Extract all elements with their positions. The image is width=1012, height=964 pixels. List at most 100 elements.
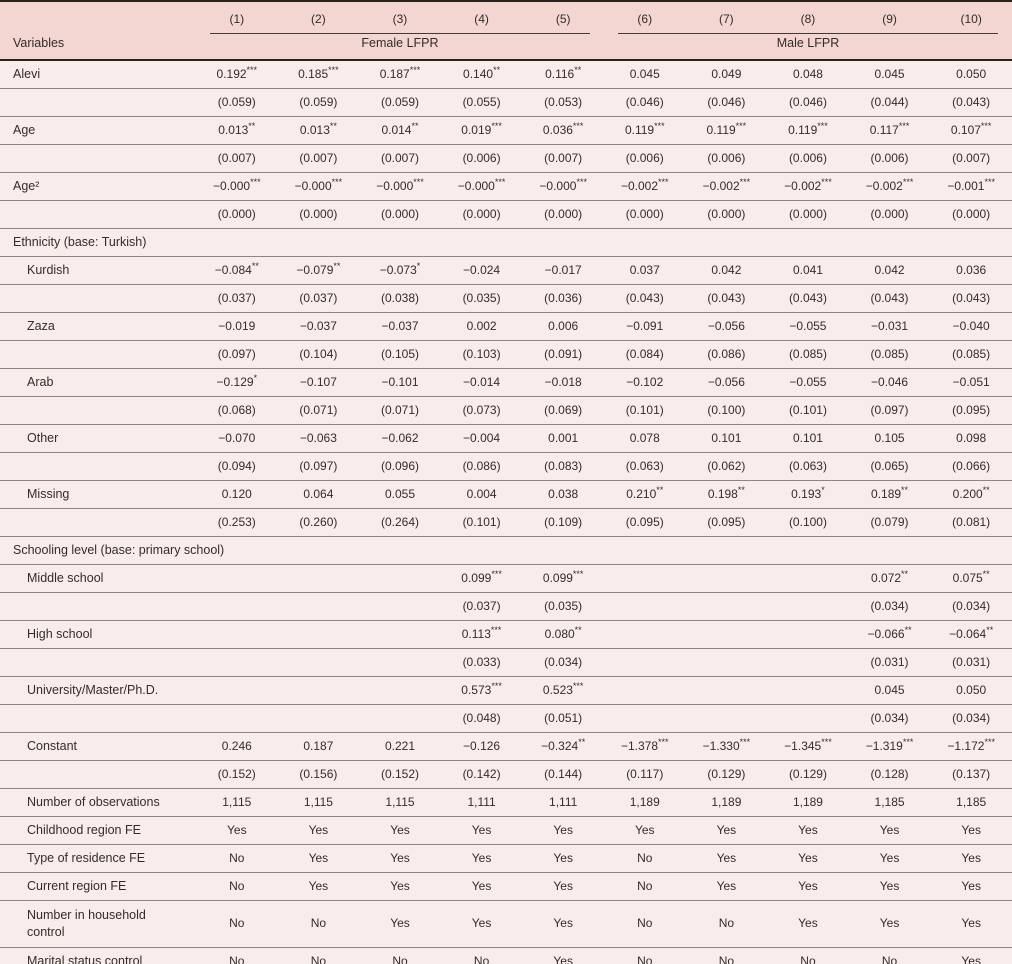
cell-value: 0.014** (359, 116, 441, 145)
corner-cell (0, 1, 196, 30)
cell-value (277, 704, 360, 733)
cell-value (767, 648, 849, 677)
cell-value: −1.345*** (767, 732, 849, 761)
cell-value: (0.109) (522, 508, 604, 537)
table-row: (0.007) (0.007) (0.007) (0.006) (0.007) (0.00… (0, 144, 1012, 173)
table-row: Constant 0.246 0.187 0.221 −0.126 −0.324** −1.… (0, 732, 1012, 761)
cell-value: (0.100) (685, 396, 768, 425)
cell-value: (0.000) (685, 200, 768, 229)
female-lfpr-header: Female LFPR (196, 36, 604, 61)
row-label: Missing (0, 480, 196, 509)
cell-value (359, 592, 441, 621)
cell-value: (0.006) (767, 144, 849, 173)
cell-value: −0.084** (196, 256, 278, 285)
cell-value: 0.210** (603, 480, 686, 509)
cell-value: 0.187*** (359, 60, 441, 89)
cell-value: 0.099*** (440, 564, 523, 593)
row-label: Alevi (0, 60, 196, 89)
cell-value: −0.046 (848, 368, 931, 397)
row-label: Childhood region FE (0, 816, 196, 845)
row-label (0, 508, 196, 537)
cell-value: Yes (848, 844, 931, 873)
cell-value: (0.095) (685, 508, 768, 537)
cell-value: (0.104) (277, 340, 360, 369)
cell-value: (0.084) (603, 340, 686, 369)
table-row: (0.094) (0.097) (0.096) (0.086) (0.083) (0.06… (0, 452, 1012, 481)
cell-value: 0.064 (277, 480, 360, 509)
cell-value: (0.073) (440, 396, 523, 425)
cell-value: −0.002*** (685, 172, 768, 201)
cell-value (767, 676, 849, 705)
male-group-underline (603, 30, 1012, 36)
cell-value: −0.064** (930, 620, 1012, 649)
cell-value: 1,185 (930, 788, 1012, 817)
cell-value: No (685, 900, 768, 948)
cell-value: 0.198** (685, 480, 768, 509)
table-row: Type of residence FE No Yes Yes Yes Yes No Yes Y… (0, 844, 1012, 873)
spacer-cell (0, 30, 196, 36)
row-label (0, 648, 196, 677)
cell-value (196, 648, 278, 677)
cell-value: 0.072** (848, 564, 931, 593)
cell-value: 0.045 (848, 676, 931, 705)
table-row: Ethnicity (base: Turkish) (0, 228, 1012, 257)
cell-value: (0.000) (359, 200, 441, 229)
cell-value: Yes (440, 872, 523, 901)
cell-value: 0.101 (685, 424, 768, 453)
cell-value: (0.085) (767, 340, 849, 369)
cell-value: −0.101 (359, 368, 441, 397)
cell-value: No (196, 844, 278, 873)
cell-value: (0.071) (277, 396, 360, 425)
cell-value: Yes (603, 816, 686, 845)
cell-value: −1.319*** (848, 732, 931, 761)
cell-value: No (767, 947, 849, 964)
column-number: (6) (603, 1, 686, 30)
column-number: (8) (767, 1, 849, 30)
cell-value: 0.036*** (522, 116, 604, 145)
table-row: Number of observations 1,115 1,115 1,115 1,1… (0, 788, 1012, 817)
group-labels-row: Variables Female LFPR Male LFPR (0, 36, 1012, 61)
variables-header: Variables (0, 36, 196, 61)
cell-value: (0.079) (848, 508, 931, 537)
table-row: (0.097) (0.104) (0.105) (0.103) (0.091) (0.08… (0, 340, 1012, 369)
cell-value: (0.043) (848, 284, 931, 313)
cell-value: −0.018 (522, 368, 604, 397)
cell-value: Yes (685, 844, 768, 873)
row-label (0, 340, 196, 369)
cell-value: (0.063) (767, 452, 849, 481)
row-label (0, 200, 196, 229)
cell-value: 1,115 (277, 788, 360, 817)
cell-value: 0.187 (277, 732, 360, 761)
cell-value: 0.037 (603, 256, 686, 285)
cell-value: (0.059) (196, 88, 278, 117)
cell-value: Yes (930, 900, 1012, 948)
cell-value: 0.045 (603, 60, 686, 89)
table-body: Alevi 0.192*** 0.185*** 0.187*** 0.140** 0.11… (0, 60, 1012, 964)
cell-value: 0.200** (930, 480, 1012, 509)
cell-value: No (603, 900, 686, 948)
cell-value: (0.046) (603, 88, 686, 117)
cell-value: −0.000*** (440, 172, 523, 201)
cell-value: 0.116** (522, 60, 604, 89)
table-row: (0.037) (0.037) (0.038) (0.035) (0.036) (0.04… (0, 284, 1012, 313)
cell-value: 0.185*** (277, 60, 360, 89)
cell-value (685, 648, 768, 677)
row-label: Number of observations (0, 788, 196, 817)
cell-value: Yes (767, 816, 849, 845)
cell-value: Yes (522, 872, 604, 901)
cell-value: 0.246 (196, 732, 278, 761)
cell-value: 0.105 (848, 424, 931, 453)
cell-value: 0.117*** (848, 116, 931, 145)
row-label: Current region FE (0, 872, 196, 901)
cell-value: −0.091 (603, 312, 686, 341)
row-label: High school (0, 620, 196, 649)
cell-value: No (603, 947, 686, 964)
row-label (0, 452, 196, 481)
cell-value: (0.053) (522, 88, 604, 117)
cell-value: No (603, 872, 686, 901)
cell-value: (0.006) (603, 144, 686, 173)
cell-value: (0.071) (359, 396, 441, 425)
cell-value (685, 620, 768, 649)
cell-value: (0.031) (848, 648, 931, 677)
cell-value: (0.095) (930, 396, 1012, 425)
